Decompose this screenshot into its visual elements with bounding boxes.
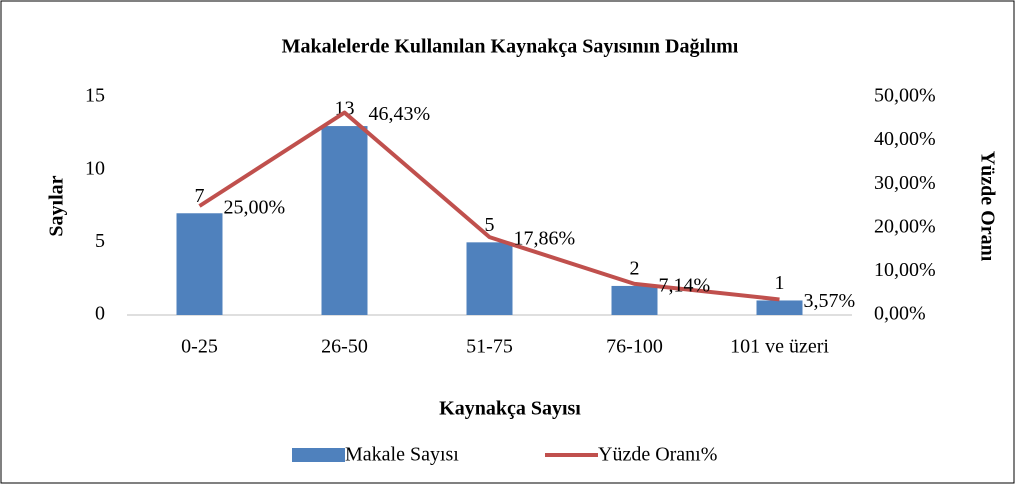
y2-tick-label: 30,00% <box>874 172 936 194</box>
bar <box>466 242 513 315</box>
legend-label: Yüzde Oranı% <box>598 444 717 466</box>
y2-tick-label: 0,00% <box>874 303 926 325</box>
y2-tick-label: 40,00% <box>874 128 936 150</box>
bar-value-label: 7 <box>195 185 205 207</box>
y-axis-title: Sayılar <box>46 175 68 236</box>
line-value-label: 46,43% <box>369 103 431 125</box>
line-value-label: 17,86% <box>514 228 576 250</box>
bar <box>756 300 803 315</box>
bar-value-label: 1 <box>775 272 785 294</box>
y-tick-label: 0 <box>95 303 105 325</box>
line-value-label: 7,14% <box>659 274 711 296</box>
y-tick-label: 10 <box>85 157 105 179</box>
line <box>198 110 780 302</box>
legend-swatch <box>292 448 345 462</box>
y2-tick-label: 20,00% <box>874 215 936 237</box>
bar <box>321 126 368 315</box>
bar <box>176 213 223 315</box>
y-tick-label: 15 <box>85 85 105 107</box>
bar-value-label: 2 <box>630 258 640 280</box>
line-value-label: 3,57% <box>804 290 856 312</box>
x-axis-title: Kaynakça Sayısı <box>439 398 581 420</box>
legend-label: Makale Sayısı <box>345 444 459 466</box>
y2-tick-label: 50,00% <box>874 85 936 107</box>
x-tick-label: 76-100 <box>606 336 663 358</box>
x-tick-label: 101 ve üzeri <box>730 336 829 358</box>
y-tick-label: 5 <box>95 230 105 252</box>
x-tick-label: 51-75 <box>466 336 513 358</box>
bar-value-label: 5 <box>485 214 495 236</box>
bar <box>611 285 658 315</box>
x-tick-label: 0-25 <box>181 336 218 358</box>
chart-title: Makalelerde Kullanılan Kaynakça Sayısını… <box>282 36 739 58</box>
y2-tick-label: 10,00% <box>874 259 936 281</box>
x-tick-label: 26-50 <box>321 336 368 358</box>
line-value-label: 25,00% <box>224 197 286 219</box>
y2-axis-title: Yüzde Oranı <box>976 151 998 262</box>
